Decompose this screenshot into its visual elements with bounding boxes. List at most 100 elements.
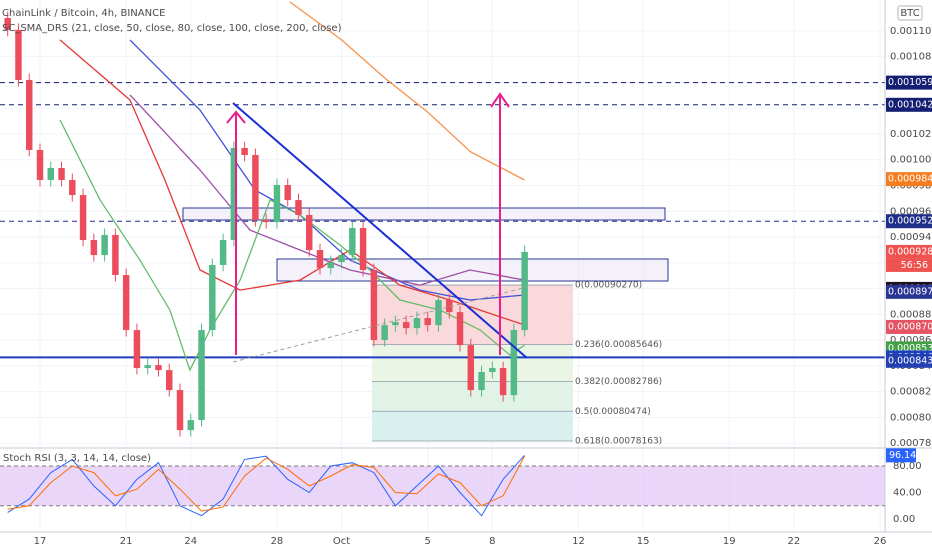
candle-body [176, 390, 184, 431]
price-badge-label: 0.00098492 [888, 174, 932, 185]
candle-body [306, 214, 313, 251]
trend-line [232, 102, 528, 359]
indicator-legend: SC_SMA_DRS (21, close, 50, close, 80, cl… [2, 23, 342, 34]
countdown-label: 56:56 [901, 260, 928, 271]
moving-average [59, 39, 525, 326]
axes: 0.000780000.000800000.000820000.00084000… [34, 26, 932, 547]
y-tick-label: 0.00086000 [890, 335, 932, 346]
candle-body [15, 29, 22, 80]
y-tick-label: 0.00094000 [890, 232, 932, 243]
candle-body [424, 318, 431, 326]
candle-body [273, 184, 281, 223]
price-badge-label: 0.00105987 [888, 77, 932, 88]
x-tick-label: 12 [572, 536, 585, 547]
candle-body [338, 255, 345, 263]
price-badge-label: 0.00084391 [888, 355, 932, 366]
candle-body [252, 154, 259, 221]
value-badge-label: 96.14 [889, 450, 916, 461]
candle-body [467, 345, 475, 391]
price-badge-label: 0.00085356 [888, 343, 932, 354]
rsi-line [7, 454, 525, 517]
candle-body [101, 234, 108, 256]
x-tick-label: 5 [425, 536, 431, 547]
moving-average [129, 94, 525, 286]
candle-body [284, 184, 291, 201]
candle-body [499, 368, 507, 396]
y-tick-label: 0.00 [893, 514, 915, 525]
candle-body [262, 220, 270, 223]
candle-body [79, 195, 87, 240]
x-tick-label: 17 [34, 536, 47, 547]
fib-guide [232, 286, 528, 363]
price-badge-label: 0.00092843 [888, 246, 932, 257]
price-badge-label: 0.00087020 [888, 321, 932, 332]
y-tick-label: 0.00080000 [890, 412, 932, 423]
moving-average [129, 39, 525, 301]
arrow-head [490, 92, 510, 108]
candle-body [69, 179, 76, 196]
price-badge [886, 353, 932, 368]
x-tick-label: 24 [184, 536, 197, 547]
arrow-head [226, 110, 246, 124]
x-tick-label: 15 [637, 536, 650, 547]
x-tick-label: 26 [874, 536, 887, 547]
currency-label: BTC [900, 8, 919, 19]
price-badge [886, 214, 932, 229]
rsi-band [0, 466, 885, 506]
y-tick-label: 0.00110000 [890, 26, 932, 37]
x-tick-label: 22 [788, 536, 801, 547]
x-tick-label: Oct [333, 536, 350, 547]
candle-body [316, 250, 324, 269]
candle-body [489, 368, 496, 373]
candle-body [144, 365, 151, 369]
candle-body [58, 167, 65, 180]
y-tick-label: 0.00096000 [890, 206, 932, 217]
y-tick-label: 0.00088000 [890, 309, 932, 320]
candle-body [36, 149, 44, 180]
y-tick-label: 0.00082000 [890, 387, 932, 398]
candle-body [25, 79, 33, 150]
fib-label: 0(0.00090270) [575, 281, 642, 291]
stoch-rsi-pane [0, 454, 885, 517]
currency-box [897, 5, 923, 21]
candle-body [209, 264, 216, 331]
candle-body [198, 330, 205, 421]
candle-body [90, 239, 98, 256]
indicator-title: Stoch RSI (3, 3, 14, 14, close) [3, 453, 151, 464]
candle-body [435, 300, 442, 326]
candles [4, 11, 528, 437]
price-badge-label: 0.00095228 [888, 216, 932, 227]
y-tick-label: 80.00 [893, 461, 922, 472]
candle-body [230, 148, 238, 240]
candle-body [133, 330, 141, 369]
x-tick-label: 19 [723, 536, 736, 547]
candle-body [456, 312, 464, 346]
candle-body [359, 228, 367, 271]
candle-body [155, 365, 162, 371]
countdown-badge [886, 258, 932, 272]
y-tick-label: 0.00100000 [890, 155, 932, 166]
candle-body [166, 370, 173, 391]
candle-body [187, 420, 195, 431]
y-tick-label: 0.00108000 [890, 52, 932, 63]
candle-body [122, 275, 130, 331]
candle-body [241, 148, 248, 155]
candle-body [521, 251, 528, 331]
candle-body [413, 318, 421, 329]
candle-body [327, 262, 335, 269]
price-badge [886, 75, 932, 90]
price-badge [886, 172, 932, 187]
candle-body [510, 330, 518, 396]
fib-label: 0.618(0.00078163) [575, 437, 662, 447]
candle-body [381, 325, 388, 341]
candle-body [446, 300, 453, 313]
x-tick-label: 28 [271, 536, 284, 547]
candle-body [47, 167, 54, 180]
candle-body [349, 228, 356, 256]
candle-body [295, 200, 302, 215]
candle-body [402, 322, 410, 329]
chart-title: ChainLink / Bitcoin, 4h, BINANCE [2, 8, 165, 19]
y-tick-label: 0.00102000 [890, 129, 932, 140]
